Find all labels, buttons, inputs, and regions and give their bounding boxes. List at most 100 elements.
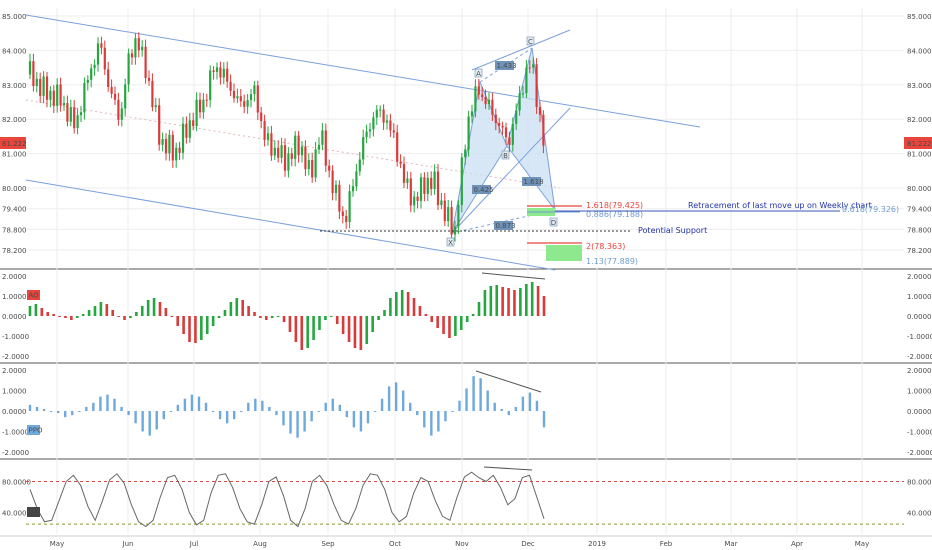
candle-body: [413, 196, 416, 206]
ppo-bar: [514, 406, 518, 411]
candle-body: [188, 120, 191, 138]
ppo-bar: [232, 411, 236, 420]
ao-bar: [442, 316, 445, 334]
candle-body: [304, 146, 307, 170]
ao-bar: [276, 316, 280, 317]
y-tick-label-left: 80.000: [2, 185, 27, 193]
ao-bar: [483, 290, 487, 316]
ao-bar: [412, 298, 416, 316]
ppo-bar: [113, 398, 116, 411]
last-price-badge-left: [0, 137, 26, 149]
candle-body: [181, 123, 185, 153]
candle-body: [382, 109, 385, 123]
candle-body: [45, 76, 49, 100]
candle-body: [528, 67, 531, 69]
candle-body: [205, 99, 208, 101]
candle-body: [120, 108, 123, 120]
pane2-y-tick-left: 2.0000: [2, 367, 27, 375]
candle-body: [222, 68, 225, 78]
candle-body: [535, 64, 538, 107]
ppo-bar: [394, 382, 398, 411]
candle-body: [328, 165, 331, 171]
candle-body: [362, 137, 365, 160]
pattern-point-label: X: [448, 239, 453, 247]
level-label-0618: 0.618(79.326): [842, 205, 899, 214]
ppo-bar: [85, 406, 88, 411]
ppo-bar: [282, 411, 285, 426]
ao-bar: [140, 306, 144, 316]
candle-body: [348, 191, 351, 222]
ao-bar: [135, 312, 138, 316]
sd-label: SD: [29, 509, 39, 517]
ao-bar: [318, 316, 321, 330]
ppo-bar: [35, 406, 39, 411]
candle-body: [28, 61, 32, 75]
x-tick-label: May: [855, 540, 869, 548]
candle-body: [290, 153, 293, 159]
ppo-bar: [64, 411, 67, 418]
ao-bar: [241, 300, 244, 316]
ao-bar: [105, 304, 109, 316]
ao-bar: [448, 316, 451, 338]
ao-bar: [282, 316, 286, 322]
candle-body: [141, 46, 144, 51]
candle-body: [501, 125, 504, 128]
ao-bar: [111, 310, 115, 316]
candle-body: [209, 70, 212, 100]
ppo-divergence-line: [475, 370, 542, 393]
candle-body: [270, 133, 273, 156]
candle-body: [83, 82, 86, 113]
candle-body: [491, 99, 494, 115]
candle-body: [538, 106, 542, 115]
ppo-bar: [42, 408, 46, 411]
x-tick-label: Oct: [389, 540, 401, 548]
ao-bar: [335, 316, 339, 324]
ppo-bar: [479, 378, 482, 411]
candle-body: [103, 47, 106, 70]
candle-body: [202, 99, 205, 113]
candle-body: [79, 112, 83, 116]
candle-body: [147, 77, 151, 81]
ppo-bar: [141, 411, 144, 432]
ao-bar: [70, 316, 73, 320]
candle-body: [433, 171, 436, 190]
ppo-bar: [78, 411, 81, 412]
ppo-bar: [451, 411, 454, 412]
y-tick-label-left: 83.000: [2, 82, 27, 90]
candle-body: [396, 132, 399, 162]
ao-bar: [99, 302, 103, 316]
ao-bar: [270, 316, 274, 318]
candle-body: [297, 135, 300, 156]
ppo-bar: [254, 398, 257, 411]
candle-body: [266, 133, 270, 140]
ao-bar: [229, 302, 233, 316]
ao-bar: [530, 282, 534, 316]
ppo-bar: [49, 411, 53, 412]
candle-body: [470, 111, 474, 117]
candle-body: [59, 84, 62, 106]
ppo-bar: [366, 411, 370, 424]
ao-bar: [75, 316, 79, 318]
ppo-bar: [240, 411, 243, 412]
candle-body: [385, 120, 389, 123]
ao-bar: [259, 316, 262, 318]
candle-body: [73, 107, 76, 129]
ratio-badge: [495, 61, 514, 70]
x-tick-label: Apr: [791, 540, 803, 548]
candle-body: [90, 68, 93, 80]
y-tick-label-left: 78.200: [2, 247, 27, 255]
y-tick-label-right: 81.000: [907, 151, 932, 159]
candle-body: [93, 64, 96, 69]
candle-body: [508, 137, 511, 145]
ppo-bar: [225, 411, 229, 424]
candle-body: [161, 139, 164, 145]
ppo-bar: [211, 411, 215, 412]
ao-bar: [182, 316, 185, 334]
ao-bar: [129, 316, 132, 318]
candle-body: [107, 69, 110, 87]
ppo-bar: [134, 411, 137, 424]
candle-body: [494, 114, 497, 124]
ratio-label: 1.618: [524, 178, 544, 186]
pane1-y-tick-left: 1.0000: [2, 293, 27, 301]
